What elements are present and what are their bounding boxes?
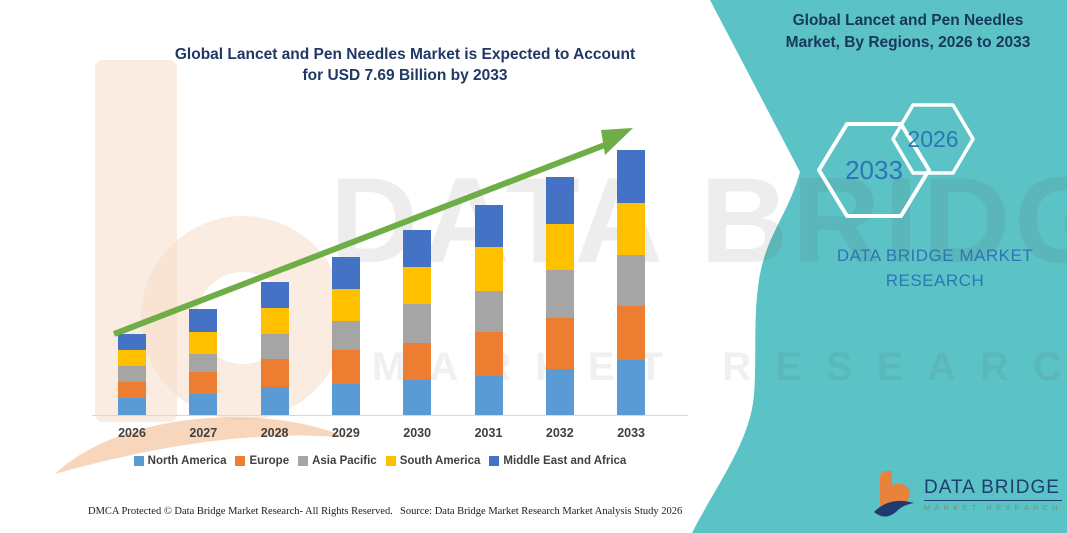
bar-segment-europe	[331, 349, 360, 384]
bar-segment-south-america	[403, 266, 432, 305]
x-axis-baseline	[92, 415, 688, 416]
stacked-bar-2026	[118, 333, 146, 415]
bar-segment-asia-pacific	[545, 270, 574, 319]
bar-segment-middle-east-and-africa	[189, 308, 218, 332]
bar-segment-south-america	[118, 350, 146, 367]
bar-segment-asia-pacific	[474, 291, 503, 332]
stacked-bar-2032	[545, 176, 574, 415]
legend-swatch-icon	[133, 456, 144, 466]
chart-title-line1: Global Lancet and Pen Needles Market is …	[174, 46, 636, 63]
bar-segment-europe	[474, 331, 503, 376]
bar-segment-asia-pacific	[189, 354, 218, 372]
legend-label: South America	[399, 455, 481, 467]
bar-segment-middle-east-and-africa	[617, 149, 646, 204]
logo-b-icon	[880, 471, 910, 506]
stacked-bar-2029	[331, 256, 360, 415]
panel-title-line1: Global Lancet and Pen Needles	[792, 12, 1024, 29]
bar-segment-europe	[189, 371, 218, 394]
stacked-bar-2031	[474, 204, 503, 415]
logo-wordmark: DATA BRIDGE	[924, 477, 1062, 501]
legend-label: Europe	[249, 455, 290, 467]
legend-item-south-america: South America	[385, 455, 481, 467]
bar-segment-europe	[617, 305, 646, 360]
legend-swatch-icon	[298, 456, 309, 466]
stacked-bar-2028	[260, 281, 289, 415]
legend-item-europe: Europe	[235, 455, 289, 467]
bar-segment-middle-east-and-africa	[118, 333, 146, 351]
bar-segment-middle-east-and-africa	[474, 204, 503, 247]
panel-title: Global Lancet and Pen Needles Market, By…	[760, 10, 1056, 54]
bar-segment-south-america	[189, 331, 218, 355]
legend-label: Asia Pacific	[312, 455, 377, 467]
stacked-bar-2033	[617, 149, 646, 415]
logo-swoosh-icon	[874, 500, 914, 517]
x-axis-label-2033: 2033	[617, 426, 645, 440]
stacked-bar-2030	[403, 229, 432, 415]
bar-segment-europe	[260, 359, 289, 387]
x-axis-label-2030: 2030	[403, 426, 432, 440]
bar-segment-europe	[545, 318, 574, 369]
bar-segment-north-america	[260, 386, 289, 415]
logo-subtitle: MARKET RESEARCH	[924, 502, 1062, 512]
legend-item-north-america: North America	[133, 455, 227, 467]
panel-title-line2: Market, By Regions, 2026 to 2033	[785, 34, 1031, 51]
dbmr-logo-icon	[874, 471, 914, 517]
logo-text-block: DATA BRIDGE MARKET RESEARCH	[924, 477, 1062, 512]
bar-segment-asia-pacific	[260, 334, 289, 360]
bar-segment-south-america	[474, 246, 503, 292]
bar-segment-south-america	[331, 288, 360, 321]
bar-segment-middle-east-and-africa	[331, 256, 360, 289]
bar-segment-europe	[118, 381, 146, 398]
bar-segment-asia-pacific	[403, 304, 432, 343]
brand-text: DATA BRIDGE MARKET RESEARCH	[800, 243, 1067, 293]
x-axis-label-2031: 2031	[474, 426, 503, 440]
brand-text-line1: DATA BRIDGE MARKET	[836, 246, 1034, 265]
bar-segment-north-america	[617, 359, 646, 415]
bar-segment-north-america	[189, 394, 218, 415]
bar-segment-south-america	[617, 203, 646, 256]
bar-segment-north-america	[474, 375, 503, 415]
chart-title-line2: for USD 7.69 Billion by 2033	[302, 67, 508, 84]
x-axis-label-2028: 2028	[260, 426, 289, 440]
x-axis-label-2027: 2027	[189, 426, 218, 440]
bar-segment-north-america	[545, 368, 574, 415]
bar-segment-asia-pacific	[331, 320, 360, 350]
bar-segment-south-america	[545, 223, 574, 271]
bar-segment-middle-east-and-africa	[403, 229, 432, 267]
legend-label: North America	[147, 455, 227, 467]
x-axis-label-2029: 2029	[331, 426, 360, 440]
chart-title: Global Lancet and Pen Needles Market is …	[150, 44, 660, 86]
bar-segment-middle-east-and-africa	[545, 176, 574, 224]
stacked-bar-2027	[189, 308, 218, 415]
bar-segment-north-america	[118, 397, 146, 415]
bar-segment-north-america	[331, 383, 360, 415]
x-axis-label-2026: 2026	[118, 426, 146, 440]
footer-source-text: Source: Data Bridge Market Research Mark…	[400, 506, 683, 517]
footer-dmca-text: DMCA Protected © Data Bridge Market Rese…	[88, 506, 393, 517]
bar-segment-middle-east-and-africa	[260, 281, 289, 309]
legend-swatch-icon	[385, 456, 396, 466]
dbmr-logo: DATA BRIDGE MARKET RESEARCH	[872, 468, 1062, 520]
brand-text-line2: RESEARCH	[885, 271, 985, 290]
legend-swatch-icon	[489, 456, 500, 466]
bar-segment-north-america	[403, 379, 432, 415]
legend-swatch-icon	[235, 456, 246, 466]
watermark-swoosh	[55, 417, 348, 474]
bar-segment-asia-pacific	[118, 366, 146, 382]
legend-item-middle-east-and-africa: Middle East and Africa	[489, 455, 626, 467]
legend-label: Middle East and Africa	[503, 455, 627, 467]
legend-item-asia-pacific: Asia Pacific	[298, 455, 377, 467]
bar-segment-europe	[403, 342, 432, 380]
chart-legend: North America Europe Asia Pacific South Ame…	[70, 455, 690, 467]
x-axis-label-2032: 2032	[545, 426, 574, 440]
bar-segment-south-america	[260, 308, 289, 335]
bar-segment-asia-pacific	[617, 255, 646, 306]
